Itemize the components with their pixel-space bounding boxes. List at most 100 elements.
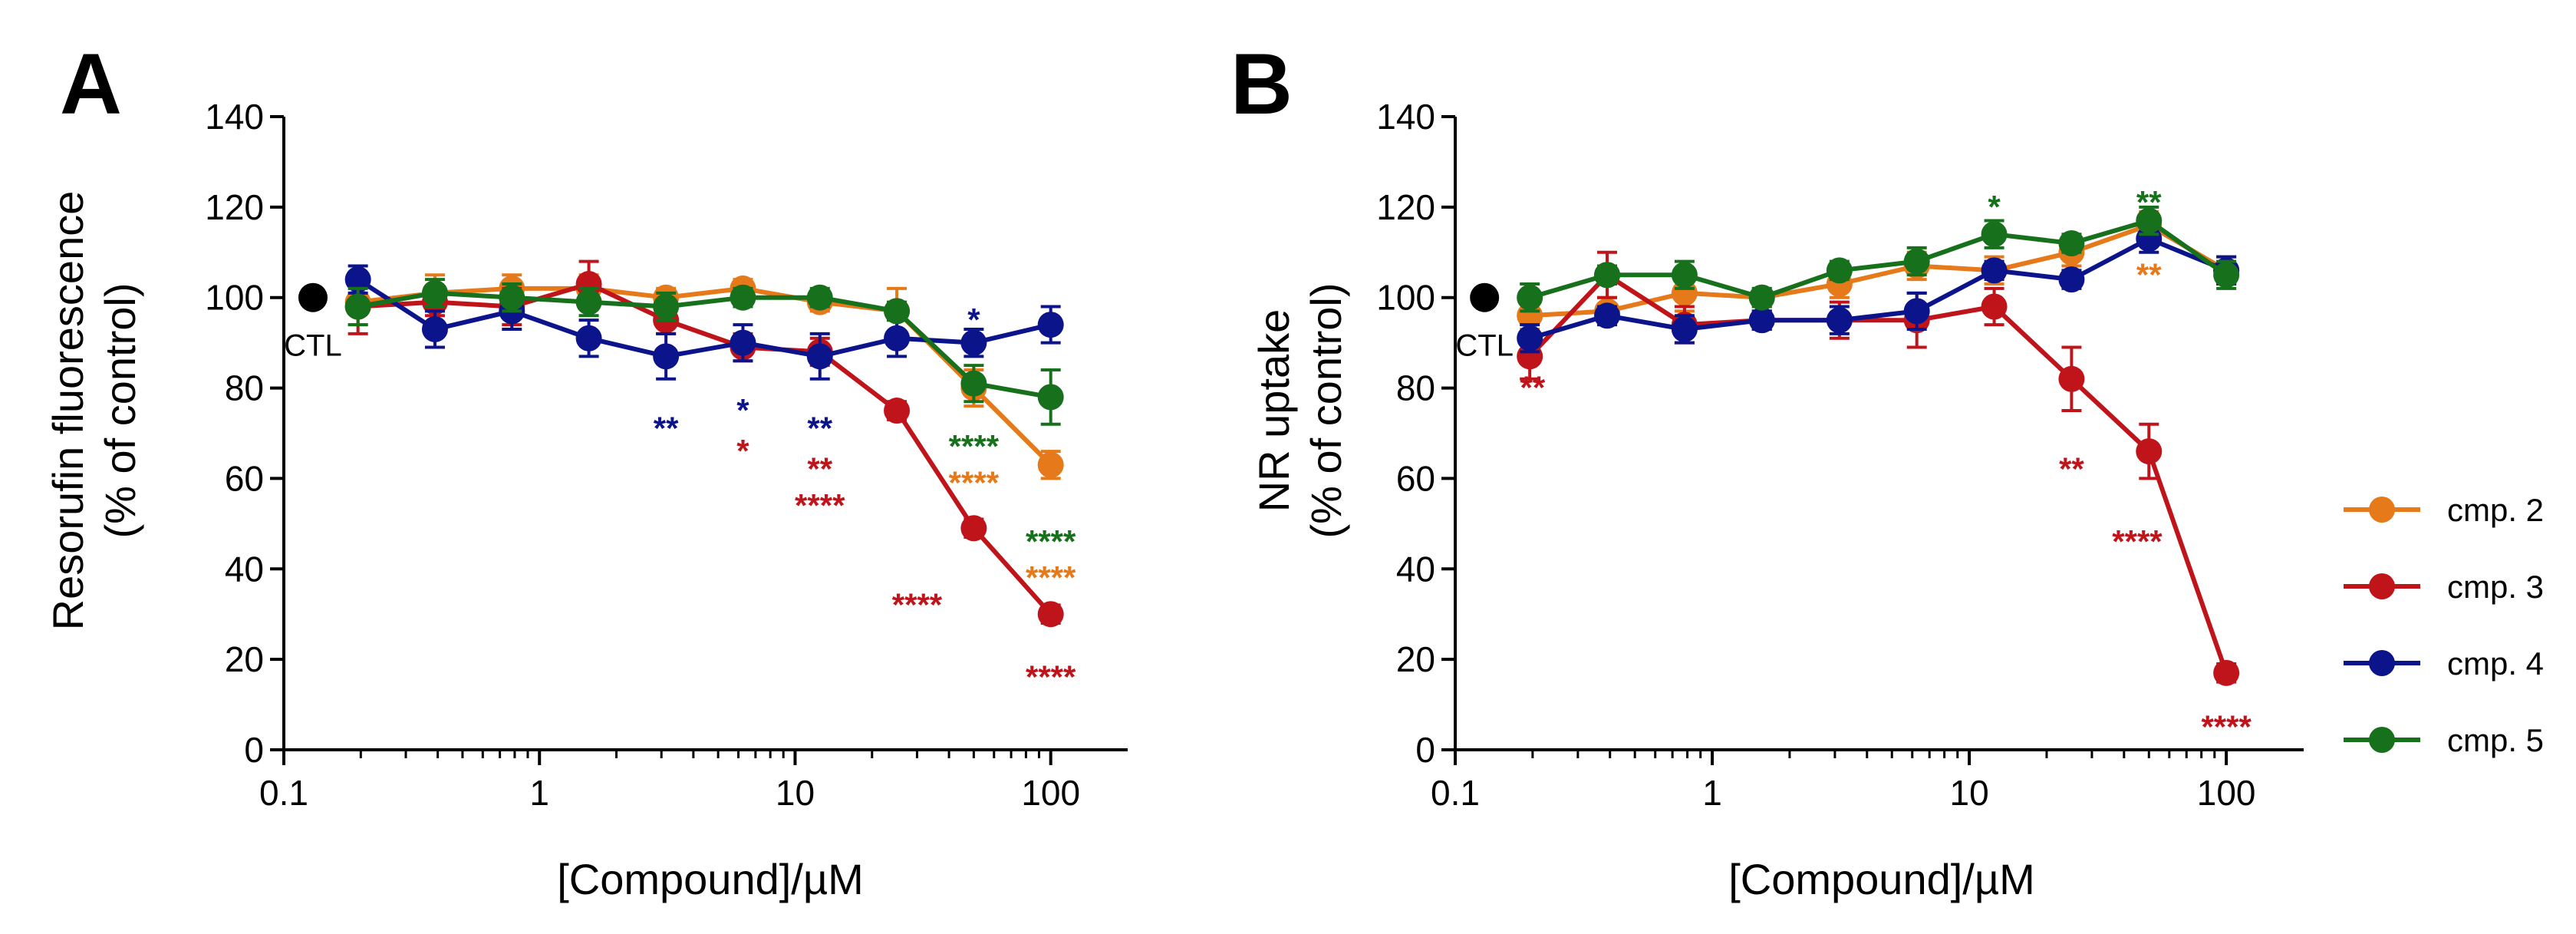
panel-b-y-tick-label: 80 <box>1396 368 1435 408</box>
panel-a-control-label: CTL <box>284 329 342 363</box>
panel-b-series-cmp-4-point <box>1826 307 1853 334</box>
panel-b-series-cmp-4-point <box>1748 307 1775 334</box>
panel-a-significance-marker: **** <box>1026 659 1076 695</box>
panel-a-series-cmp-4-point <box>884 325 911 351</box>
panel-a-xlabel: [Compound]/µM <box>557 855 864 903</box>
panel-b-ylabel-line1: NR uptake <box>1250 309 1298 513</box>
panel-a-series-cmp-5-point <box>1037 384 1064 411</box>
panel-b-significance-marker: ** <box>2136 256 2162 292</box>
panel-b-series-cmp-5-point <box>2136 207 2163 234</box>
panel-a-series-cmp-5-point <box>884 298 911 325</box>
panel-a-series-cmp-3-point <box>884 398 911 424</box>
panel-a-ylabel-line2: (% of control) <box>96 283 144 539</box>
panel-b-series-cmp-4-point <box>1671 315 1698 342</box>
panel-b-significance-marker: **** <box>2201 709 2252 745</box>
panel-b-series-cmp-2-point <box>1671 279 1698 306</box>
panel-b-y-tick-label: 100 <box>1376 278 1435 318</box>
panel-a-series-cmp-3-point <box>575 271 602 298</box>
legend-label: cmp. 5 <box>2447 722 2544 758</box>
panel-b-series-cmp-5-point <box>1594 262 1621 289</box>
legend-marker <box>2369 573 2395 599</box>
panel-b-x-tick-label: 100 <box>2197 773 2256 813</box>
panel-a-y-tick-label: 100 <box>205 278 264 318</box>
panel-b-x-tick-label: 10 <box>1950 773 1989 813</box>
panel-b-series-cmp-4-line <box>1529 236 2228 341</box>
panel-b-series-cmp-5-point <box>1826 257 1853 284</box>
panel-a-series-cmp-2-line <box>357 285 1052 467</box>
panel-a-significance-marker: **** <box>949 428 1000 464</box>
panel-a-series-cmp-4-point <box>421 315 448 342</box>
panel-a-series-cmp-5-point <box>421 279 448 306</box>
panel-b-series-cmp-5-point <box>2058 230 2085 256</box>
panel-a-significance-marker: * <box>736 433 749 469</box>
panel-b-series-cmp-3-point <box>2136 438 2163 465</box>
panel-b-series-cmp-4-point <box>1517 325 1543 351</box>
panel-b-series-cmp-4-point <box>1594 302 1621 329</box>
panel-b-series-cmp-5-point <box>1517 284 1543 311</box>
panel-b-significance-marker: ** <box>2136 184 2162 220</box>
panel-a-series-cmp-5-point <box>730 284 756 311</box>
panel-b-series-cmp-5-point <box>1903 248 1930 275</box>
panel-b-xlabel: [Compound]/µM <box>1728 855 2035 903</box>
panel-b-series-cmp-3-point <box>1517 343 1543 370</box>
panel-b-ylabel-line2: (% of control) <box>1302 283 1350 539</box>
panel-a-y-tick-label: 40 <box>225 549 264 589</box>
panel-a-significance-marker: **** <box>1026 523 1076 559</box>
panel-a-y-tick-label: 20 <box>225 639 264 679</box>
legend: cmp. 2 cmp. 3 cmp. 4 cmp. 5 <box>2344 492 2544 758</box>
legend-marker <box>2369 650 2395 676</box>
panel-b-y-tick-label: 0 <box>1415 730 1435 770</box>
panel-a-significance-marker: **** <box>892 586 943 622</box>
panel-b-series-cmp-5-point <box>1748 284 1775 311</box>
panel-b-series-cmp-4-point <box>1903 298 1930 325</box>
panel-a-x-tick-label: 0.1 <box>259 773 308 813</box>
panel-a-significance-marker: ** <box>654 411 679 447</box>
panel-b-series-cmp-5-point <box>1671 262 1698 289</box>
panel-a-series-cmp-3-point <box>960 515 987 542</box>
panel-a-significance-marker: **** <box>1026 559 1076 596</box>
panel-b-series-cmp-5-point <box>2213 262 2240 289</box>
panel-a-series-cmp-4-point <box>806 343 833 370</box>
panel-a-x-tick-label: 1 <box>529 773 549 813</box>
panel-a-significance-marker: **** <box>949 464 1000 500</box>
panel-a-series-cmp-3-point <box>1037 601 1064 628</box>
panel-a-y-tick-label: 120 <box>205 187 264 227</box>
panel-a-series-cmp-5-point <box>499 284 525 311</box>
panel-a-series-cmp-4-line <box>356 277 1052 359</box>
panel-a-y-tick-label: 0 <box>244 730 264 770</box>
panel-a-significance-marker: * <box>967 302 980 338</box>
panel-b-series-cmp-2-line <box>1530 223 2228 318</box>
panel-b-series-cmp-4-point <box>2136 226 2163 252</box>
panel-letter-b: B <box>1230 36 1293 132</box>
panel-a-y-tick-label: 60 <box>225 458 264 498</box>
panel-a-series-cmp-5-point <box>960 370 987 397</box>
panel-b-series-cmp-3-line <box>1528 272 2228 674</box>
panel-a-significance-marker: * <box>736 392 749 428</box>
panel-b-y-tick-label: 120 <box>1376 187 1435 227</box>
panel-a-series-cmp-5-line <box>357 290 1052 400</box>
panel-letter-a: A <box>60 36 122 132</box>
panel-a-y-tick-label: 80 <box>225 368 264 408</box>
panel-b-series-cmp-4-point <box>2058 266 2085 293</box>
panel-b-series-cmp-3-point <box>2058 365 2085 392</box>
panel-b-x-tick-label: 1 <box>1702 773 1722 813</box>
panel-a-ylabel-line1: Resorufin fluorescence <box>44 191 92 631</box>
panel-a-series-cmp-5-point <box>575 289 602 315</box>
legend-label: cmp. 4 <box>2447 645 2544 682</box>
panel-b-y-tick-label: 60 <box>1396 458 1435 498</box>
panel-b-series-cmp-2-point <box>1517 302 1543 329</box>
panel-b-control-point <box>1470 282 1500 312</box>
panel-a-x-tick-label: 10 <box>776 773 815 813</box>
panel-b-significance-marker: **** <box>2112 523 2163 559</box>
panel-b-y-tick-label: 140 <box>1376 97 1435 137</box>
panel-b-significance-marker: ** <box>1520 370 1546 406</box>
legend-marker <box>2369 497 2395 523</box>
panel-a-x-tick-label: 100 <box>1021 773 1080 813</box>
panel-a-series-cmp-3-line <box>357 282 1052 616</box>
panel-a-series-cmp-4-point <box>730 329 756 356</box>
panel-a-control-point <box>298 282 328 312</box>
panel-b-y-tick-label: 20 <box>1396 639 1435 679</box>
panel-b-series-cmp-3-point <box>1981 293 2008 320</box>
